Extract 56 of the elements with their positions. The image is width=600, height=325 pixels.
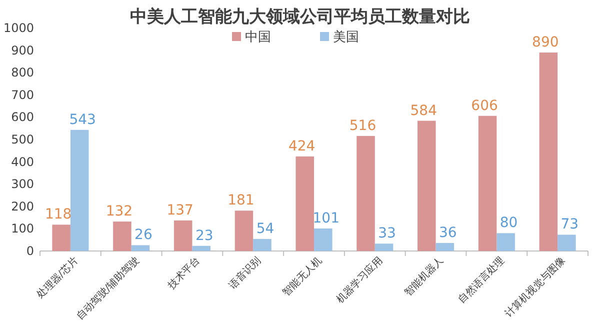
y-tick-label: 800 bbox=[11, 66, 34, 80]
bar bbox=[253, 238, 272, 251]
data-label: 584 bbox=[410, 102, 438, 119]
x-tick-label: 处理器/芯片 bbox=[34, 254, 81, 301]
y-tick-label: 900 bbox=[11, 43, 34, 58]
bar bbox=[192, 246, 210, 251]
data-label: 101 bbox=[312, 210, 340, 226]
data-label: 516 bbox=[349, 118, 376, 134]
y-tick-label: 200 bbox=[11, 199, 34, 214]
data-label: 73 bbox=[560, 216, 579, 233]
x-tick-label: 机器学习应用 bbox=[334, 254, 386, 306]
legend-label: 美国 bbox=[333, 29, 359, 45]
data-label: 118 bbox=[44, 206, 72, 223]
y-tick-label: 300 bbox=[11, 177, 34, 192]
y-tick-label: 100 bbox=[11, 222, 34, 236]
bar bbox=[131, 245, 150, 251]
data-label: 36 bbox=[438, 224, 457, 241]
bar bbox=[174, 220, 192, 251]
y-tick-label: 500 bbox=[11, 132, 34, 146]
bar bbox=[558, 234, 576, 251]
y-tick-label: 700 bbox=[11, 88, 34, 102]
bar bbox=[314, 228, 332, 251]
data-label: 137 bbox=[166, 202, 194, 218]
y-tick-label: 0 bbox=[26, 244, 34, 258]
x-tick-label: 技术平台 bbox=[164, 254, 202, 292]
data-label: 424 bbox=[288, 138, 316, 154]
bar bbox=[418, 120, 436, 251]
data-label: 26 bbox=[134, 227, 152, 244]
bar bbox=[374, 244, 394, 251]
bar bbox=[52, 224, 70, 251]
x-tick-label: 智能机器人 bbox=[402, 254, 446, 298]
data-label: 54 bbox=[256, 220, 274, 237]
bar bbox=[436, 242, 454, 251]
legend-label: 中国 bbox=[245, 30, 271, 45]
data-label: 606 bbox=[471, 98, 498, 114]
data-label: 181 bbox=[228, 192, 254, 209]
bar bbox=[496, 233, 515, 251]
data-label: 33 bbox=[378, 226, 396, 242]
bar bbox=[113, 222, 132, 251]
chart-title: 中美人工智能九大领域公司平均员工数量对比 bbox=[130, 7, 470, 27]
x-tick-label: 智能无人机 bbox=[280, 254, 324, 298]
bar bbox=[234, 210, 254, 251]
bar bbox=[356, 136, 375, 251]
y-tick-label: 400 bbox=[11, 154, 34, 169]
y-tick-label: 600 bbox=[11, 110, 34, 124]
data-label: 890 bbox=[532, 34, 559, 51]
bar bbox=[539, 52, 558, 251]
data-label: 543 bbox=[69, 112, 96, 128]
bar bbox=[296, 156, 314, 251]
bar bbox=[70, 130, 89, 251]
x-tick-label: 语音识别 bbox=[226, 254, 264, 292]
bar bbox=[478, 116, 497, 251]
data-label: 80 bbox=[500, 215, 518, 232]
y-tick-label: 1000 bbox=[3, 21, 34, 35]
data-label: 132 bbox=[106, 204, 133, 220]
data-label: 23 bbox=[195, 228, 214, 244]
